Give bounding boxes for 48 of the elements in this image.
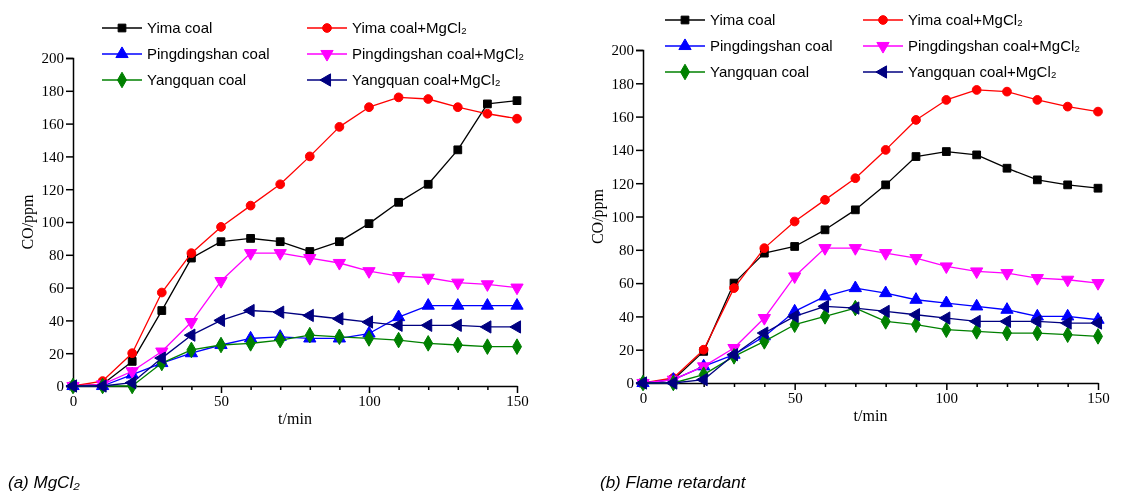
x-tick-label: 0: [69, 392, 78, 409]
legend-label: Yangquan coal+MgCl₂: [352, 71, 501, 88]
x-axis-title: t/min: [853, 407, 888, 424]
legend-label: Yima coal: [710, 11, 776, 28]
y-tick-label: 60: [49, 279, 64, 296]
legend-label: Yangquan coal+MgCl₂: [908, 63, 1057, 80]
y-axis-title: CO/ppm: [589, 188, 607, 245]
x-tick-label: 50: [787, 389, 803, 406]
legend-label: Yima coal: [147, 19, 213, 36]
y-tick-label: 100: [41, 214, 64, 231]
y-tick-label: 40: [619, 308, 634, 325]
x-tick-label: 150: [506, 392, 529, 409]
x-tick-label: 0: [639, 389, 648, 406]
legend-label: Yima coal+MgCl₂: [908, 11, 1024, 28]
y-tick-label: 0: [56, 378, 64, 395]
y-tick-label: 80: [619, 242, 634, 259]
y-tick-label: 40: [49, 312, 64, 329]
y-tick-label: 200: [41, 50, 64, 67]
y-tick-label: 20: [619, 342, 634, 358]
y-axis-title: CO/ppm: [19, 193, 37, 250]
x-tick-label: 100: [935, 389, 959, 406]
y-tick-label: 160: [41, 115, 64, 132]
y-tick-label: 120: [41, 181, 64, 198]
y-tick-label: 20: [49, 345, 64, 362]
y-tick-label: 0: [626, 375, 634, 392]
x-tick-label: 50: [214, 392, 229, 409]
y-tick-label: 60: [619, 275, 634, 292]
legend-label: Yangquan coal: [710, 63, 809, 80]
legend-label: Yangquan coal: [147, 71, 246, 88]
y-tick-label: 100: [611, 208, 634, 225]
text: (a) MgCl₂: [8, 473, 81, 492]
legend-label: Pingdingshan coal: [710, 37, 833, 54]
legend-label: Pingdingshan coal+MgCl₂: [352, 45, 525, 62]
y-tick-label: 180: [611, 75, 634, 92]
legend-label: Pingdingshan coal+MgCl₂: [908, 37, 1081, 54]
legend-label: Yima coal+MgCl₂: [352, 19, 468, 36]
y-tick-label: 120: [611, 175, 634, 192]
y-tick-label: 140: [611, 142, 634, 159]
y-tick-label: 180: [41, 83, 64, 100]
x-tick-label: 150: [1087, 389, 1110, 406]
y-tick-label: 140: [41, 148, 64, 165]
y-tick-label: 200: [611, 42, 634, 59]
y-tick-label: 80: [49, 247, 64, 264]
x-axis-title: t/min: [278, 410, 312, 427]
y-tick-label: 160: [611, 108, 634, 125]
x-tick-label: 100: [358, 392, 381, 409]
legend-label: Pingdingshan coal: [147, 45, 270, 62]
text: (b) Flame retardant: [600, 473, 747, 492]
